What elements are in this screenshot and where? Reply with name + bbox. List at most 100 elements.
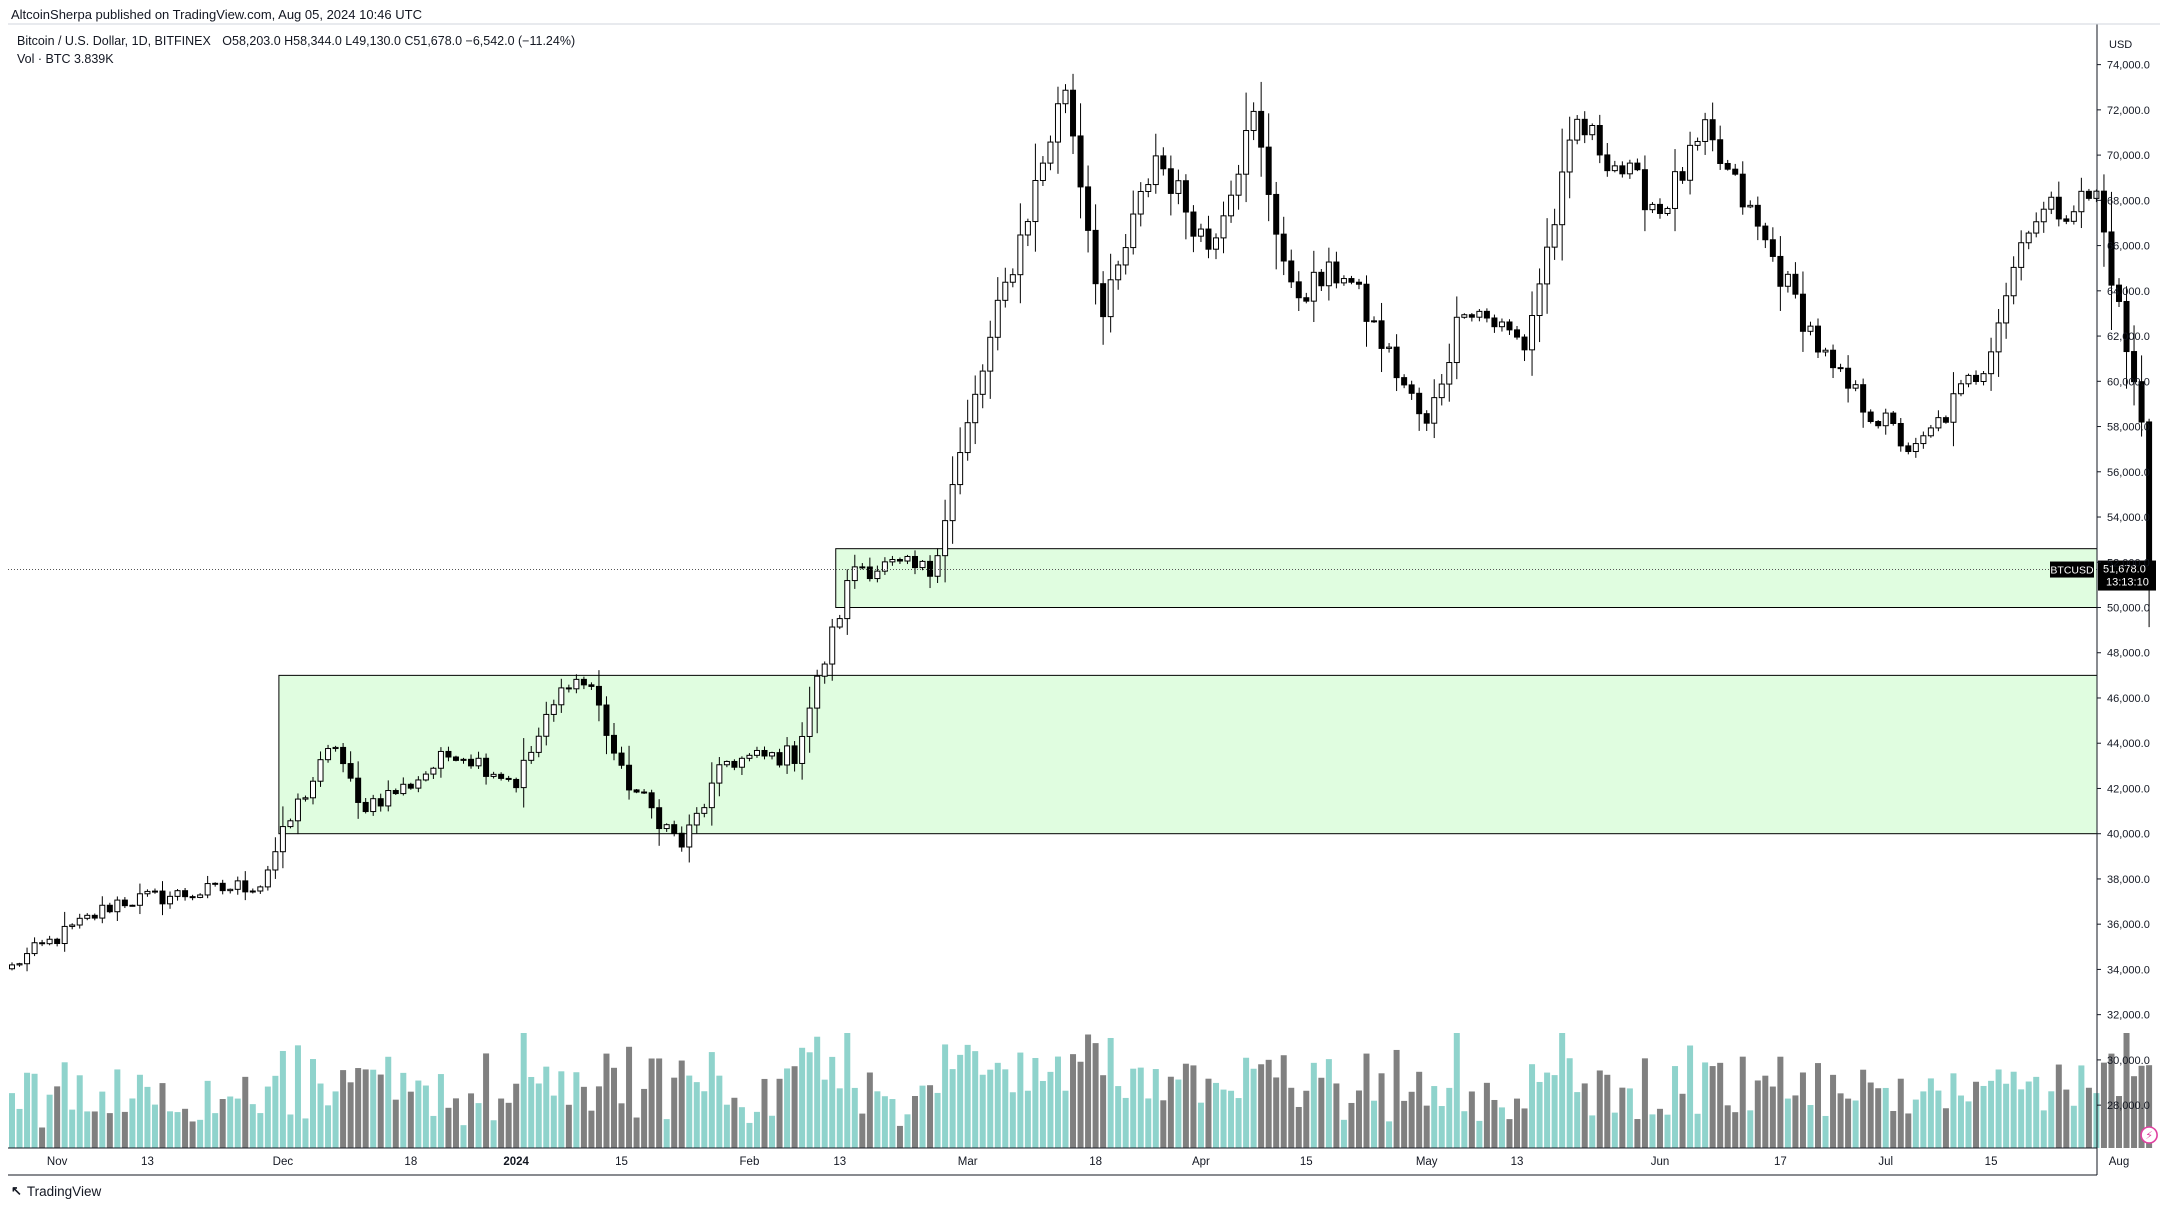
candle-body	[1807, 325, 1814, 332]
volume-bar	[1656, 1108, 1663, 1148]
volume-bar	[302, 1118, 309, 1148]
last-price-box	[2098, 560, 2156, 591]
volume-bar	[708, 1052, 715, 1148]
candle-body	[896, 559, 903, 562]
volume-bar	[1054, 1056, 1061, 1148]
volume-bar	[1190, 1065, 1197, 1148]
candle-body	[1182, 180, 1189, 213]
candle-body	[1664, 207, 1671, 214]
candle-body	[362, 801, 369, 813]
volume-bar	[1973, 1081, 1980, 1148]
candle-body	[264, 869, 271, 888]
candle-body	[1243, 130, 1250, 175]
volume-bar	[340, 1070, 347, 1148]
volume-bar	[24, 1072, 31, 1148]
candle-body	[242, 880, 249, 893]
candle-body	[1498, 321, 1505, 328]
price-tick-label: 42,000.0	[2107, 783, 2150, 795]
volume-bar	[686, 1075, 693, 1148]
volume-bar	[1626, 1088, 1633, 1148]
volume-bar	[1047, 1071, 1054, 1148]
candle-body	[31, 942, 38, 955]
volume-bar	[1310, 1062, 1317, 1148]
footer-brand: TradingView	[26, 1183, 102, 1199]
volume-bar	[1529, 1064, 1536, 1148]
candle-body	[904, 555, 911, 562]
time-tick-label: Nov	[47, 1156, 68, 1168]
tradingview-logo[interactable]: ↖︎ TradingView	[11, 1183, 101, 1199]
axis-layer: USD 74,000.0 72,000.0 70,000.0 68,000.0 66,00…	[8, 23, 2160, 1176]
candle-body	[332, 746, 339, 750]
volume-bar	[9, 1093, 15, 1148]
candle-body	[151, 890, 158, 893]
candle-body	[1687, 144, 1694, 181]
volume-bar	[2100, 1062, 2107, 1148]
candle-body	[746, 754, 753, 759]
candle-body	[1408, 384, 1415, 394]
candle-body	[769, 752, 776, 757]
candle-body	[1634, 162, 1641, 171]
volume-bar	[400, 1072, 407, 1148]
candle-body	[1619, 165, 1626, 175]
candle-body	[1529, 315, 1536, 351]
price-tick-label: 66,000.0	[2107, 241, 2150, 253]
candle-body	[2025, 232, 2032, 244]
volume-bar	[987, 1069, 994, 1148]
volume-bar	[1988, 1080, 1995, 1148]
candle-body	[1107, 279, 1114, 318]
volume-bar	[1280, 1055, 1287, 1148]
volume-bar	[61, 1062, 68, 1148]
price-tick-label: 52,000.0	[2107, 557, 2150, 569]
volume-bar	[1867, 1082, 1874, 1148]
candle-body	[1122, 247, 1129, 266]
candle-body	[1860, 384, 1867, 413]
volume-bar	[1077, 1061, 1084, 1148]
candle-body	[776, 752, 783, 766]
volume-bar	[1559, 1033, 1566, 1148]
candle-body	[1032, 179, 1039, 223]
volume-bar	[46, 1094, 53, 1148]
volume-bar	[1228, 1090, 1235, 1148]
time-tick-label: 13	[141, 1156, 154, 1168]
candle-body	[136, 893, 143, 906]
candle-body	[2146, 421, 2153, 571]
volume-bar	[874, 1091, 881, 1148]
time-tick-label: 13	[1511, 1156, 1524, 1168]
volume-bar	[1717, 1062, 1724, 1148]
volume-bar	[69, 1109, 76, 1148]
volume-bar	[1423, 1105, 1430, 1148]
candle-body	[1777, 255, 1784, 287]
candle-body	[114, 899, 121, 913]
volume-bar	[889, 1099, 896, 1148]
volume-bar	[1739, 1056, 1746, 1148]
candle-body	[1054, 103, 1061, 143]
symbol-name[interactable]: Bitcoin / U.S. Dollar, 1D, BITFINEX	[17, 34, 211, 48]
volume-bar	[1197, 1102, 1204, 1148]
candle-body	[1205, 228, 1212, 250]
candle-body	[1830, 349, 1837, 369]
candle-body	[731, 760, 738, 768]
candle-body	[1446, 362, 1453, 385]
volume-layer	[9, 1033, 2153, 1148]
volume-bar	[942, 1044, 949, 1148]
candle-body	[648, 792, 655, 809]
volume-bar	[1769, 1086, 1776, 1148]
volume-bar	[2078, 1065, 2085, 1148]
candle-body	[844, 580, 851, 620]
candle-body	[1371, 320, 1378, 323]
candle-body	[1024, 221, 1031, 236]
volume-bar	[1265, 1059, 1272, 1148]
candle-body	[1897, 423, 1904, 447]
candle-body	[1679, 171, 1686, 181]
candle-body	[385, 790, 392, 807]
volume-bar	[1747, 1110, 1754, 1148]
volume-bar	[422, 1085, 429, 1148]
candle-body	[1047, 141, 1054, 164]
candle-body	[1574, 118, 1581, 141]
volume-bar	[264, 1086, 271, 1148]
time-tick-label: 15	[1985, 1156, 1998, 1168]
volume-bar	[1506, 1119, 1513, 1148]
candle-body	[1416, 392, 1423, 415]
volume-bar	[746, 1122, 753, 1148]
